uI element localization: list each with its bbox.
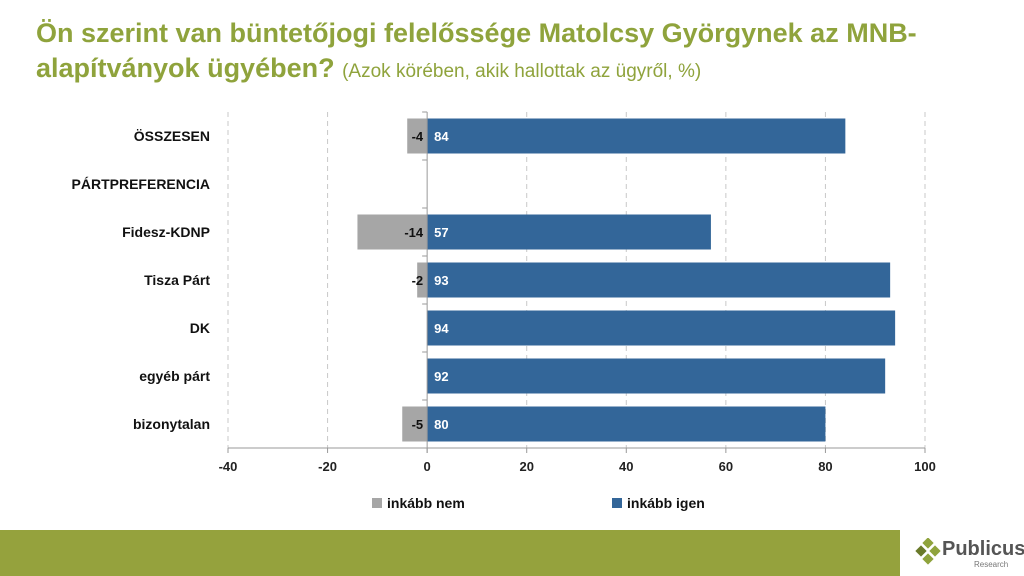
x-tick-label: 100	[914, 459, 936, 474]
category-label: Tisza Párt	[144, 272, 210, 288]
bar-inkabb-igen	[427, 406, 826, 442]
data-label: -4	[412, 129, 424, 144]
bar-inkabb-igen	[427, 262, 891, 298]
bar-chart: -40 -20 0 20 40 60 80 100 ÖSSZESEN -4 84 PÁRTPREFER…	[72, 111, 936, 511]
category-label: ÖSSZESEN	[134, 128, 210, 144]
logo-sub: Research	[974, 560, 1009, 569]
logo-name: Publicus	[942, 538, 1024, 560]
data-label: 93	[434, 273, 448, 288]
chart-title: Ön szerint van büntetőjogi felelőssége M…	[36, 16, 996, 89]
category-label: egyéb párt	[139, 368, 210, 384]
x-tick-label: 40	[619, 459, 633, 474]
x-tick-label: 60	[719, 459, 733, 474]
x-tick-label: -20	[318, 459, 337, 474]
bar-inkabb-nem	[357, 214, 428, 250]
x-tick-label: 80	[818, 459, 832, 474]
data-label: 84	[434, 129, 449, 144]
data-label: -2	[412, 273, 424, 288]
category-label: PÁRTPREFERENCIA	[72, 176, 210, 192]
x-tick-label: 0	[424, 459, 431, 474]
category-label: bizonytalan	[133, 416, 210, 432]
category-label: DK	[190, 320, 210, 336]
data-label: 57	[434, 225, 448, 240]
data-label: 94	[434, 321, 449, 336]
bar-inkabb-nem	[417, 262, 428, 298]
bar-inkabb-igen	[427, 118, 846, 154]
bar-inkabb-nem	[407, 118, 428, 154]
data-label: 80	[434, 417, 448, 432]
title-text: Ön szerint van büntetőjogi felelőssége M…	[36, 18, 917, 83]
bar-inkabb-nem	[402, 406, 428, 442]
legend-swatch	[612, 498, 622, 508]
bar-inkabb-igen	[427, 358, 886, 394]
legend-label: inkább igen	[627, 495, 705, 511]
data-label: -5	[412, 417, 424, 432]
publicus-logo: Publicus Research	[912, 534, 1024, 574]
subtitle-text: (Azok körében, akik hallottak az ügyről,…	[342, 61, 702, 82]
data-label: -14	[404, 225, 424, 240]
category-label: Fidesz-KDNP	[122, 224, 210, 240]
legend-label: inkább nem	[387, 495, 465, 511]
legend-swatch	[372, 498, 382, 508]
data-label: 92	[434, 369, 448, 384]
footer-bar	[0, 530, 900, 576]
bar-inkabb-igen	[427, 310, 896, 346]
x-tick-label: -40	[219, 459, 238, 474]
logo-diamonds-icon	[915, 538, 941, 565]
bar-inkabb-igen	[427, 214, 711, 250]
x-tick-label: 20	[519, 459, 533, 474]
